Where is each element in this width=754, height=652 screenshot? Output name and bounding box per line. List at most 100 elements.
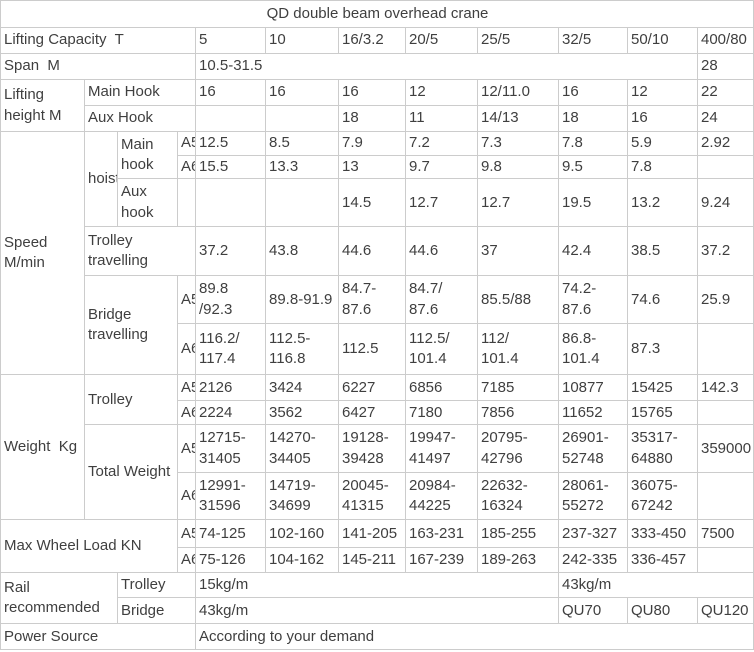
row-label-hoist: hoist [84,130,118,228]
row-label-lifting-capacity: Lifting Capacity T [0,27,196,54]
duty-class-label: A6 [177,323,196,376]
span-range-cell: 10.5-31.5 [195,53,698,80]
value-cell: 10877 [558,374,628,402]
value-cell: 22 [697,79,754,106]
row-label-bridge-travelling: Bridge travelling [84,275,178,376]
value-cell: QU120 [697,597,754,625]
value-cell: 3562 [265,400,339,426]
value-cell: 7.9 [338,131,406,156]
value-cell: 7856 [477,400,559,426]
value-cell: 84.7-87.6 [338,275,406,325]
duty-class-label: A5 [177,519,196,549]
value-cell: 9.8 [477,154,559,180]
row-label-rail-bridge: Bridge [117,597,196,625]
duty-class-label: A5 [177,131,196,156]
duty-class-label: A6 [177,472,196,521]
value-cell: 16 [558,79,628,106]
value-cell: 167-239 [405,547,478,574]
duty-class-label: A5 [177,275,196,325]
value-cell: 333-450 [627,519,698,549]
capacity-col-header: 20/5 [405,27,478,54]
value-cell: 12.7 [405,178,478,228]
value-cell: 74.2-87.6 [558,275,628,325]
value-cell: 13 [338,154,406,180]
row-label-speed: Speed M/min [0,130,85,376]
span-last-cell: 28 [697,53,754,80]
value-cell: 8.5 [265,131,339,156]
value-cell: 14/13 [477,105,559,132]
value-cell: 112/ 101.4 [477,323,559,376]
capacity-col-header: 25/5 [477,27,559,54]
value-cell [697,472,754,521]
value-cell [195,105,266,132]
value-cell: 2126 [195,374,266,402]
value-cell [697,400,754,426]
value-cell: 38.5 [627,226,698,277]
row-label-power-source: Power Source [0,623,196,651]
value-cell: 102-160 [265,519,339,549]
value-cell: 104-162 [265,547,339,574]
value-cell: 42.4 [558,226,628,277]
value-cell: 16 [627,105,698,132]
value-cell: 37.2 [195,226,266,277]
value-cell: 11 [405,105,478,132]
value-cell: 2224 [195,400,266,426]
value-cell: 242-335 [558,547,628,574]
duty-class-label: A5 [177,424,196,474]
value-cell: 3424 [265,374,339,402]
value-cell: 87.3 [627,323,698,376]
value-cell: 43kg/m [558,572,754,599]
value-cell: 15kg/m [195,572,559,599]
value-cell: 22632- 16324 [477,472,559,521]
value-cell: 74.6 [627,275,698,325]
value-cell: 7.3 [477,131,559,156]
value-cell: 15.5 [195,154,266,180]
value-cell: 112.5 [338,323,406,376]
value-cell: 116.2/ 117.4 [195,323,266,376]
value-cell: 37.2 [697,226,754,277]
row-label-rail-recommended: Rail recommended [0,572,118,625]
duty-class-label: A6 [177,154,196,180]
value-cell: 19947- 41497 [405,424,478,474]
value-cell: 86.8- 101.4 [558,323,628,376]
value-cell: 142.3 [697,374,754,402]
value-cell: 44.6 [405,226,478,277]
row-label-trolley-travelling: Trolley travelling [84,226,196,277]
value-cell: 16 [195,79,266,106]
value-cell: 12 [405,79,478,106]
value-cell: 145-211 [338,547,406,574]
value-cell: 112.5- 116.8 [265,323,339,376]
value-cell: 12991- 31596 [195,472,266,521]
value-cell: 14.5 [338,178,406,228]
value-cell: 12 [627,79,698,106]
value-cell: 36075- 67242 [627,472,698,521]
value-cell: 13.3 [265,154,339,180]
value-cell: 5.9 [627,131,698,156]
value-cell: 12715- 31405 [195,424,266,474]
value-cell: 43.8 [265,226,339,277]
row-label-main-hook: Main Hook [84,79,196,106]
capacity-col-header: 50/10 [627,27,698,54]
value-cell [265,178,339,228]
value-cell: 6227 [338,374,406,402]
value-cell: 19128- 39428 [338,424,406,474]
value-cell [265,105,339,132]
value-cell: 26901- 52748 [558,424,628,474]
value-cell: 112.5/ 101.4 [405,323,478,376]
row-label-hoist-aux-hook: Aux hook [117,178,178,228]
value-cell: 89.8 /92.3 [195,275,266,325]
value-cell: 9.5 [558,154,628,180]
capacity-col-header: 32/5 [558,27,628,54]
value-cell [697,547,754,574]
value-cell: 85.5/88 [477,275,559,325]
row-label-hoist-main-hook: Main hook [117,130,178,180]
value-cell: 13.2 [627,178,698,228]
value-cell: 237-327 [558,519,628,549]
value-cell: 89.8-91.9 [265,275,339,325]
value-cell: 18 [558,105,628,132]
capacity-col-header: 10 [265,27,339,54]
row-label-total-weight: Total Weight [84,424,178,521]
duty-class-label: A6 [177,400,196,426]
value-cell: 20984- 44225 [405,472,478,521]
